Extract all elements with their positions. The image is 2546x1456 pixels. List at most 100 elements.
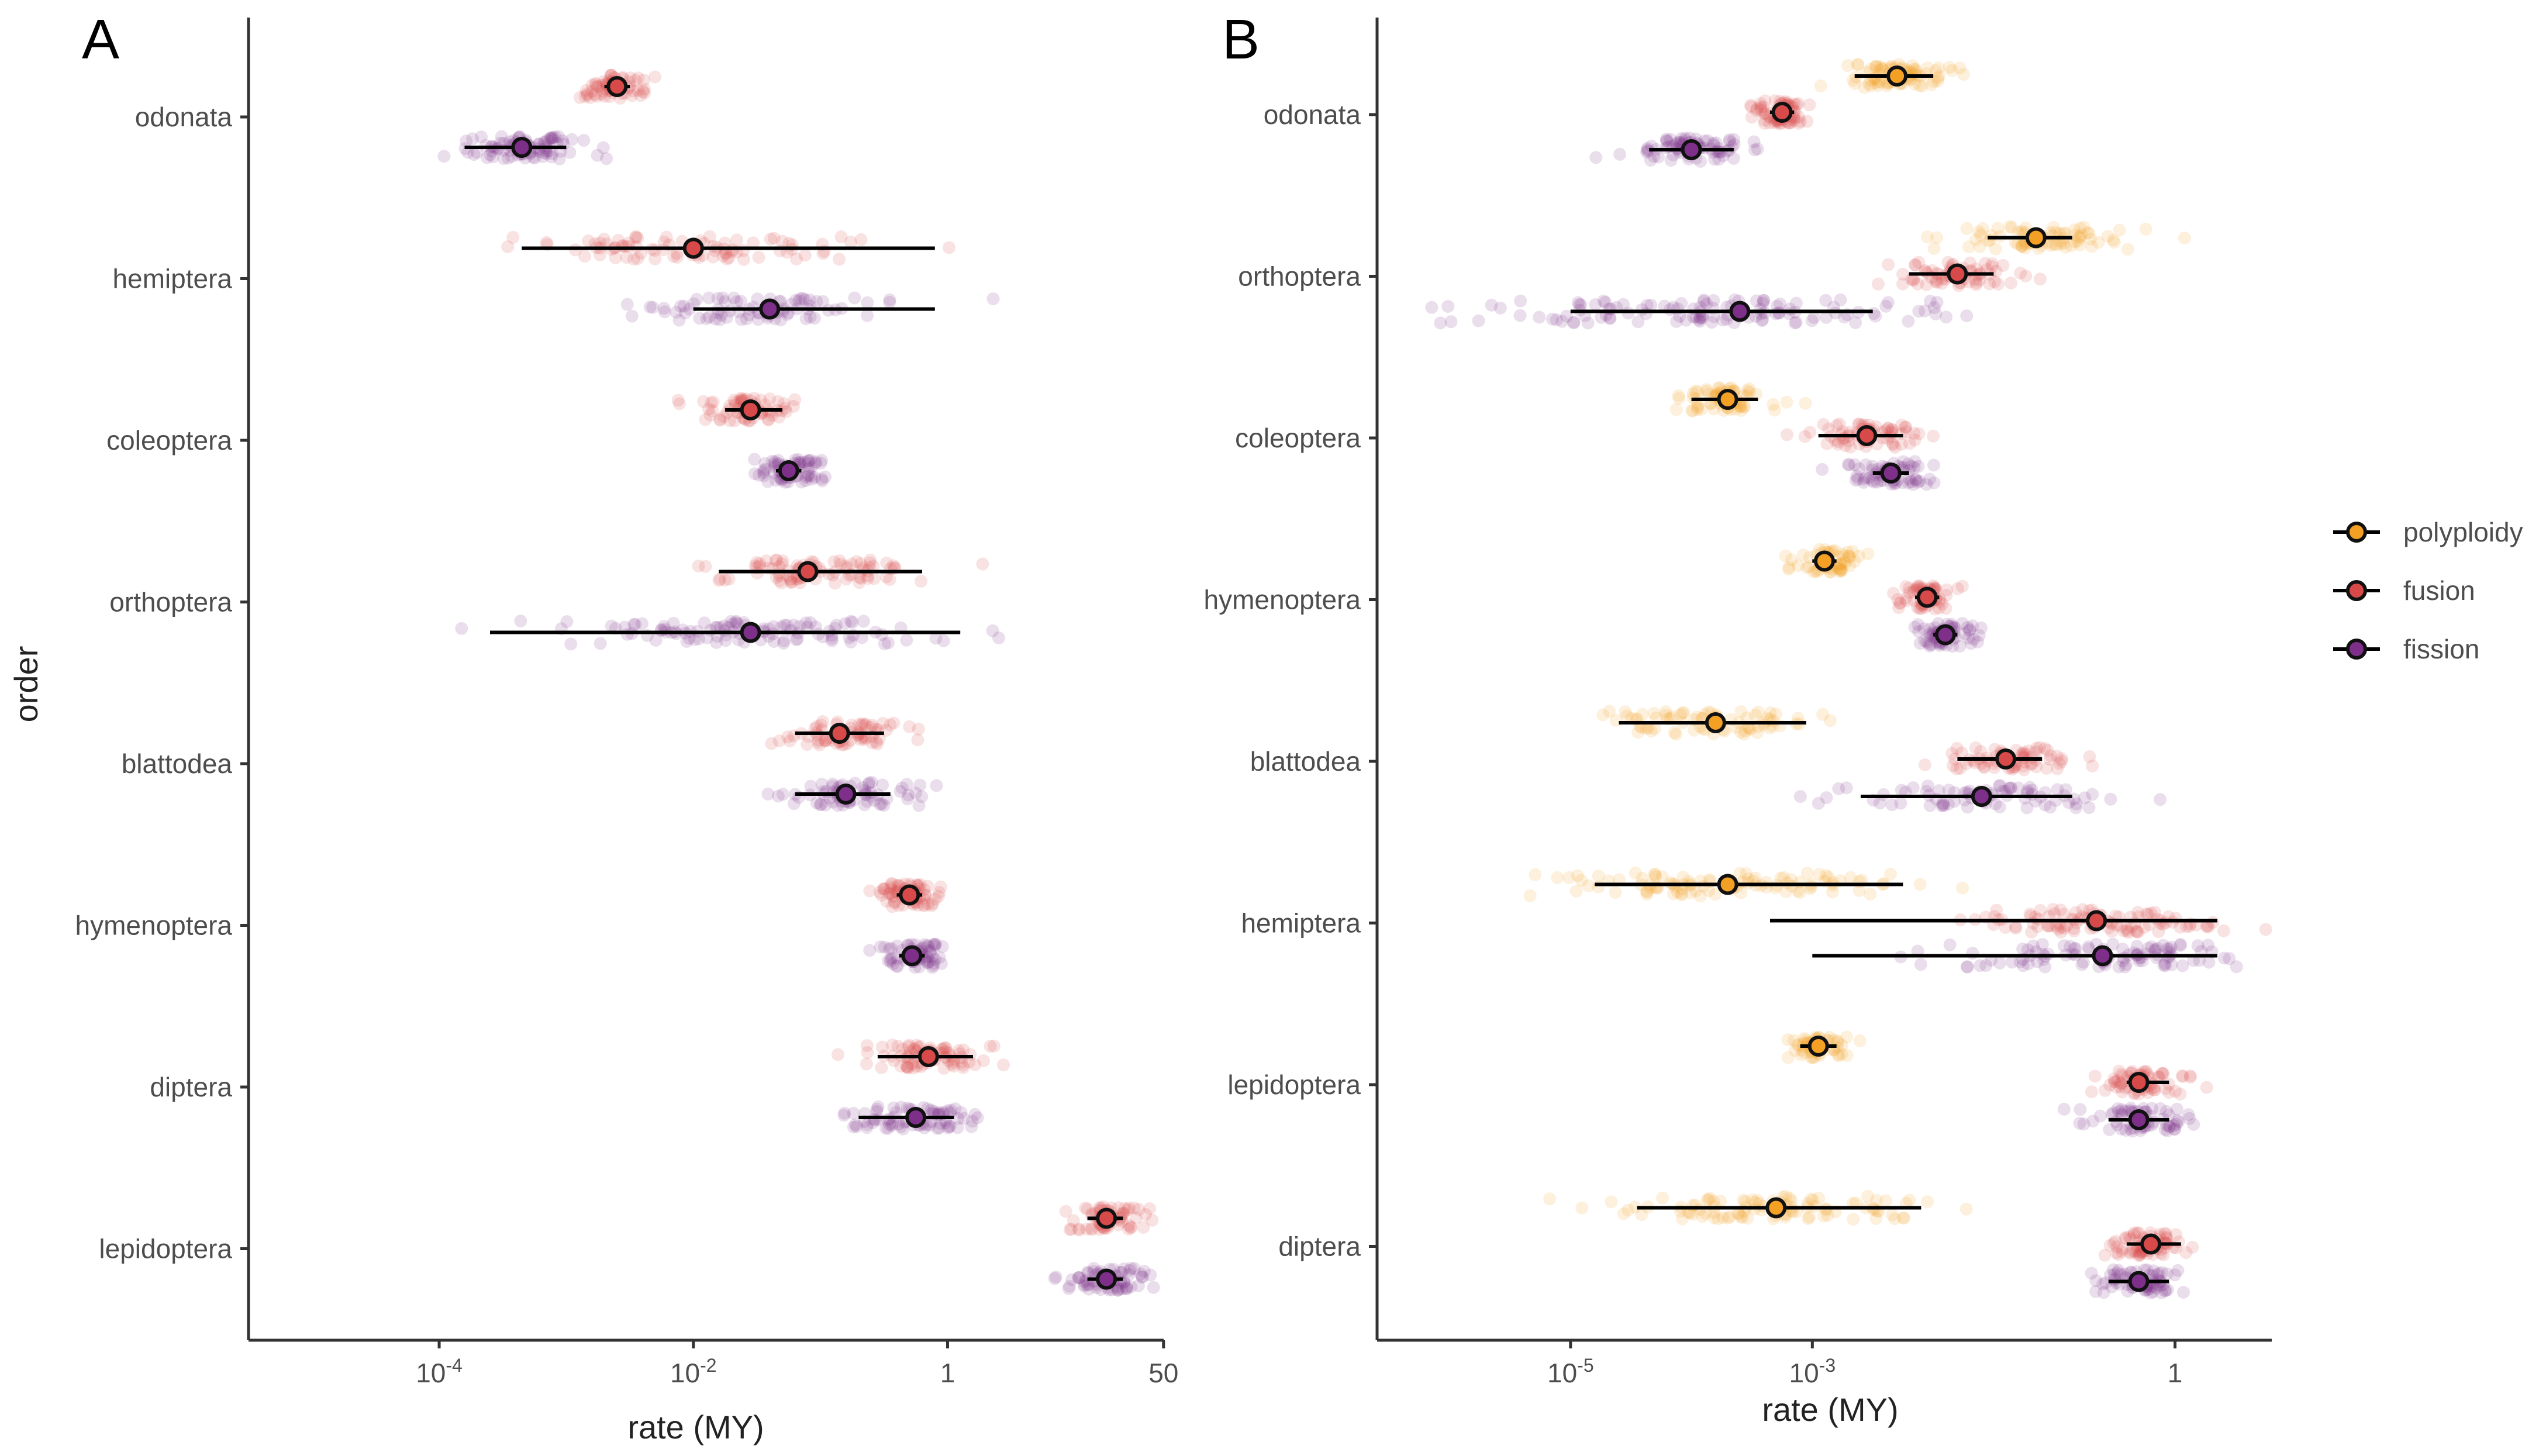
posterior-sample-point bbox=[1119, 1282, 1133, 1295]
posterior-sample-point bbox=[672, 397, 686, 410]
posterior-sample-point bbox=[826, 632, 839, 646]
posterior-sample-point bbox=[637, 74, 650, 87]
posterior-sample-point bbox=[1913, 79, 1926, 92]
median-point-blattodea-fusion bbox=[1995, 748, 2017, 770]
posterior-sample-point bbox=[1664, 133, 1677, 146]
median-point-hemiptera-fission bbox=[759, 298, 781, 320]
legend-key-point bbox=[2346, 580, 2367, 601]
posterior-sample-point bbox=[830, 619, 843, 632]
posterior-sample-point bbox=[782, 236, 796, 250]
posterior-sample-point bbox=[578, 250, 591, 263]
posterior-sample-point bbox=[735, 313, 748, 326]
posterior-sample-point bbox=[864, 553, 877, 567]
posterior-sample-point bbox=[495, 130, 508, 143]
posterior-sample-point bbox=[819, 734, 832, 747]
posterior-sample-point bbox=[921, 950, 934, 963]
posterior-sample-point bbox=[772, 734, 786, 747]
posterior-sample-point bbox=[1137, 1265, 1151, 1278]
posterior-sample-point bbox=[893, 785, 907, 798]
posterior-sample-point bbox=[941, 1104, 954, 1117]
posterior-sample-point bbox=[923, 1119, 937, 1131]
posterior-sample-point bbox=[720, 252, 734, 265]
median-point-coleoptera-fusion bbox=[1856, 425, 1878, 446]
posterior-sample-point bbox=[934, 957, 948, 970]
posterior-sample-point bbox=[968, 1107, 982, 1121]
posterior-sample-point bbox=[1851, 58, 1865, 71]
posterior-sample-point bbox=[784, 576, 798, 589]
posterior-sample-point bbox=[881, 1122, 895, 1135]
posterior-sample-point bbox=[886, 877, 899, 891]
posterior-sample-point bbox=[1111, 1284, 1124, 1297]
posterior-sample-point bbox=[901, 1061, 914, 1074]
posterior-sample-point bbox=[901, 792, 915, 806]
posterior-sample-point bbox=[1929, 64, 1943, 77]
posterior-sample-point bbox=[2004, 277, 2017, 289]
median-point-coleoptera-fission bbox=[778, 460, 799, 481]
posterior-sample-point bbox=[1961, 960, 1974, 974]
posterior-sample-point bbox=[860, 1039, 874, 1053]
posterior-sample-point bbox=[886, 890, 900, 903]
posterior-sample-point bbox=[1085, 1222, 1098, 1235]
median-point-coleoptera-polyploidy bbox=[1717, 389, 1738, 410]
posterior-sample-point bbox=[965, 1120, 978, 1133]
posterior-sample-point bbox=[1791, 884, 1805, 898]
posterior-sample-point bbox=[717, 410, 730, 423]
posterior-sample-point bbox=[2183, 1112, 2196, 1125]
posterior-sample-point bbox=[885, 882, 898, 896]
posterior-sample-point bbox=[924, 946, 937, 959]
posterior-sample-point bbox=[879, 570, 893, 584]
posterior-sample-point bbox=[757, 469, 771, 482]
posterior-sample-point bbox=[762, 413, 775, 426]
posterior-sample-point bbox=[1574, 298, 1588, 312]
posterior-sample-point bbox=[1545, 312, 1559, 326]
posterior-sample-point bbox=[788, 393, 802, 406]
posterior-sample-point bbox=[767, 635, 781, 648]
posterior-sample-point bbox=[2014, 267, 2027, 280]
posterior-sample-point bbox=[843, 631, 856, 644]
posterior-sample-point bbox=[971, 1111, 984, 1124]
posterior-sample-point bbox=[1669, 137, 1683, 150]
posterior-sample-point bbox=[1909, 63, 1923, 76]
posterior-sample-point bbox=[861, 296, 874, 309]
posterior-sample-point bbox=[2105, 924, 2119, 938]
posterior-sample-point bbox=[1875, 62, 1889, 75]
posterior-sample-point bbox=[1081, 1202, 1094, 1216]
posterior-sample-point bbox=[1644, 154, 1657, 167]
posterior-sample-point bbox=[2082, 801, 2096, 815]
posterior-sample-point bbox=[1622, 1203, 1635, 1217]
posterior-sample-point bbox=[1112, 1201, 1125, 1215]
posterior-sample-point bbox=[816, 295, 830, 308]
posterior-sample-point bbox=[670, 306, 683, 319]
posterior-sample-point bbox=[902, 788, 915, 802]
posterior-sample-point bbox=[856, 781, 870, 795]
posterior-sample-point bbox=[879, 1122, 892, 1135]
posterior-sample-point bbox=[875, 888, 888, 902]
posterior-sample-point bbox=[777, 636, 790, 650]
posterior-sample-point bbox=[1123, 1201, 1136, 1215]
posterior-sample-point bbox=[1701, 134, 1714, 147]
posterior-sample-point bbox=[1613, 147, 1627, 161]
posterior-sample-point bbox=[860, 1121, 874, 1134]
posterior-sample-point bbox=[545, 150, 558, 164]
median-point-orthoptera-fusion bbox=[1947, 263, 1968, 285]
posterior-sample-point bbox=[671, 250, 684, 264]
posterior-sample-point bbox=[730, 233, 743, 247]
posterior-sample-point bbox=[765, 454, 779, 468]
posterior-sample-point bbox=[1727, 137, 1741, 151]
posterior-sample-point bbox=[767, 620, 780, 633]
posterior-sample-point bbox=[799, 470, 812, 484]
y-tick-label-diptera: diptera bbox=[1278, 1231, 1361, 1262]
posterior-sample-point bbox=[844, 615, 858, 628]
posterior-sample-point bbox=[767, 232, 781, 245]
posterior-sample-point bbox=[913, 778, 927, 792]
posterior-sample-point bbox=[1117, 1206, 1130, 1220]
posterior-sample-point bbox=[1961, 801, 1974, 814]
posterior-sample-point bbox=[2050, 750, 2064, 763]
posterior-sample-point bbox=[1137, 1221, 1150, 1234]
posterior-sample-point bbox=[743, 308, 756, 322]
posterior-sample-point bbox=[1820, 791, 1833, 805]
posterior-sample-point bbox=[815, 454, 829, 467]
posterior-sample-point bbox=[789, 294, 802, 307]
posterior-sample-point bbox=[1864, 888, 1877, 901]
posterior-sample-point bbox=[885, 877, 898, 891]
